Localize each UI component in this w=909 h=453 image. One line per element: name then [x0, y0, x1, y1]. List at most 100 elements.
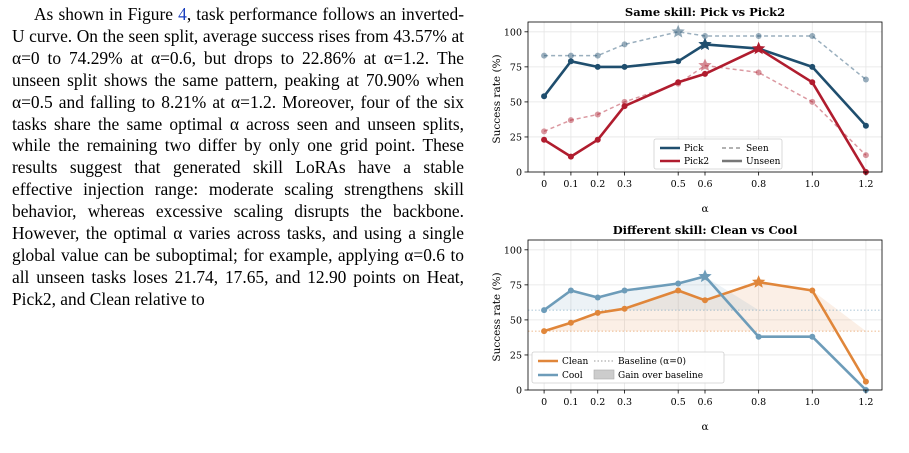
pick2-unseen-peak-star	[752, 41, 766, 55]
pick-unseen-point	[809, 63, 816, 70]
legend: Clean Cool Baseline (α=0) Gain over base…	[531, 351, 725, 384]
clean-point	[809, 287, 816, 294]
paragraph-text-rest: , task performance follows an inverted-U…	[12, 4, 464, 309]
pick-seen-point	[702, 33, 708, 40]
body-paragraph: As shown in Figure 4, task performance f…	[12, 4, 464, 311]
pick-unseen-point	[541, 93, 548, 100]
legend: Pick Pick2 Seen Unseen	[653, 138, 783, 170]
chart-title: Different skill: Clean vs Cool	[613, 223, 798, 237]
pick2-unseen-point	[567, 153, 574, 160]
y-tick-label: 0	[516, 386, 522, 397]
pick2-unseen-point	[809, 79, 816, 86]
clean-point	[702, 297, 708, 304]
cool-point	[755, 333, 762, 340]
pick2-seen-peak-star	[698, 58, 712, 72]
x-tick-label: 0.2	[590, 179, 605, 190]
pick-unseen-point	[621, 63, 628, 70]
pick2-seen-point	[809, 98, 816, 105]
cool-point	[675, 280, 682, 287]
cool-peak-star	[698, 269, 712, 283]
clean-point	[594, 309, 601, 316]
pick2-unseen-point	[621, 103, 628, 110]
pick2-seen-point	[594, 111, 601, 118]
clean-point	[567, 319, 574, 326]
x-tick-label: 0.6	[697, 397, 712, 408]
pick-seen-point	[755, 33, 762, 40]
y-tick-label: 100	[504, 27, 522, 38]
clean-point	[541, 328, 548, 335]
pick-seen-point	[541, 52, 548, 59]
y-axis-label: Success rate (%)	[491, 54, 503, 143]
cool-point	[594, 294, 601, 301]
legend-seen-label: Seen	[746, 144, 769, 154]
y-tick-label: 50	[510, 97, 522, 108]
cool-point	[567, 287, 574, 294]
x-tick-label: 1.0	[805, 397, 820, 408]
pick2-unseen-point	[594, 136, 601, 143]
y-tick-label: 25	[510, 132, 522, 143]
x-tick-label: 1.2	[858, 179, 873, 190]
y-tick-label: 75	[510, 62, 522, 73]
pick2-seen-point	[862, 152, 869, 159]
clean-peak-star	[752, 275, 766, 288]
x-axis-label: α	[701, 203, 708, 215]
y-axis-label: Success rate (%)	[491, 272, 503, 361]
cool-gain-area	[544, 276, 866, 311]
x-tick-label: 0	[541, 179, 547, 190]
clean-point	[621, 305, 628, 312]
chart-title: Same skill: Pick vs Pick2	[625, 5, 785, 19]
pick-unseen-peak-star	[698, 37, 712, 51]
ticks: 0 0.1 0.2 0.3 0.5 0.6 0.8 1.0 1.2 0 25 50 75 100	[504, 245, 874, 408]
pick-unseen-point	[594, 63, 601, 70]
x-tick-label: 1.2	[858, 397, 873, 408]
y-tick-label: 25	[510, 350, 522, 361]
pick-seen-point	[862, 76, 869, 83]
ticks: 0 0.1 0.2 0.3 0.5 0.6 0.8 1.0 1.2 0 25 50 75 100	[504, 27, 874, 190]
pick-unseen-point	[862, 122, 869, 129]
pick2-seen-point	[541, 128, 548, 135]
pick-seen-point	[594, 52, 601, 59]
legend-gain-label: Gain over baseline	[618, 371, 703, 381]
clean-point	[862, 378, 869, 385]
plot-layer	[541, 24, 869, 175]
x-tick-label: 1.0	[805, 179, 820, 190]
clean-vs-cool-chart: Different skill: Clean vs Cool Success r…	[491, 223, 883, 433]
pick-unseen-point	[675, 58, 682, 65]
pick2-unseen-point	[675, 79, 682, 86]
y-tick-label: 100	[504, 245, 522, 256]
pick2-seen-point	[755, 69, 762, 76]
x-axis-label: α	[701, 421, 708, 433]
x-tick-label: 0.3	[617, 397, 632, 408]
plot-layer	[528, 269, 882, 393]
legend-pick2-label: Pick2	[684, 157, 709, 167]
pick2-seen-point	[621, 98, 628, 105]
pick-unseen-point	[567, 58, 574, 65]
y-tick-label: 0	[516, 168, 522, 179]
figure-reference-link[interactable]: 4	[178, 4, 187, 24]
y-tick-label: 75	[510, 280, 522, 291]
clean-gain-area	[544, 282, 866, 332]
y-tick-label: 50	[510, 315, 522, 326]
pick2-unseen-point	[702, 70, 708, 77]
legend-baseline-label: Baseline (α=0)	[618, 356, 686, 367]
legend-gain-swatch	[593, 369, 615, 380]
legend-box	[531, 351, 725, 384]
pick-seen-point	[809, 33, 816, 40]
x-tick-label: 0.5	[671, 179, 686, 190]
x-tick-label: 0	[541, 397, 547, 408]
pick2-seen-point	[567, 117, 574, 124]
legend-clean-label: Clean	[562, 357, 588, 367]
pick-seen-point	[621, 41, 628, 48]
paragraph-text-start: As shown in Figure	[34, 4, 179, 24]
x-tick-label: 0.6	[697, 179, 712, 190]
x-tick-label: 0.1	[563, 179, 578, 190]
x-tick-label: 0.8	[751, 397, 766, 408]
legend-unseen-label: Unseen	[746, 157, 781, 167]
legend-pick-label: Pick	[684, 144, 704, 154]
x-tick-label: 0.8	[751, 179, 766, 190]
clean-point	[675, 287, 682, 294]
pick-seen-peak-star	[671, 24, 685, 38]
pick-vs-pick2-chart: Same skill: Pick vs Pick2 Success rate (…	[491, 5, 883, 215]
cool-point	[621, 287, 628, 294]
x-tick-label: 0.5	[671, 397, 686, 408]
